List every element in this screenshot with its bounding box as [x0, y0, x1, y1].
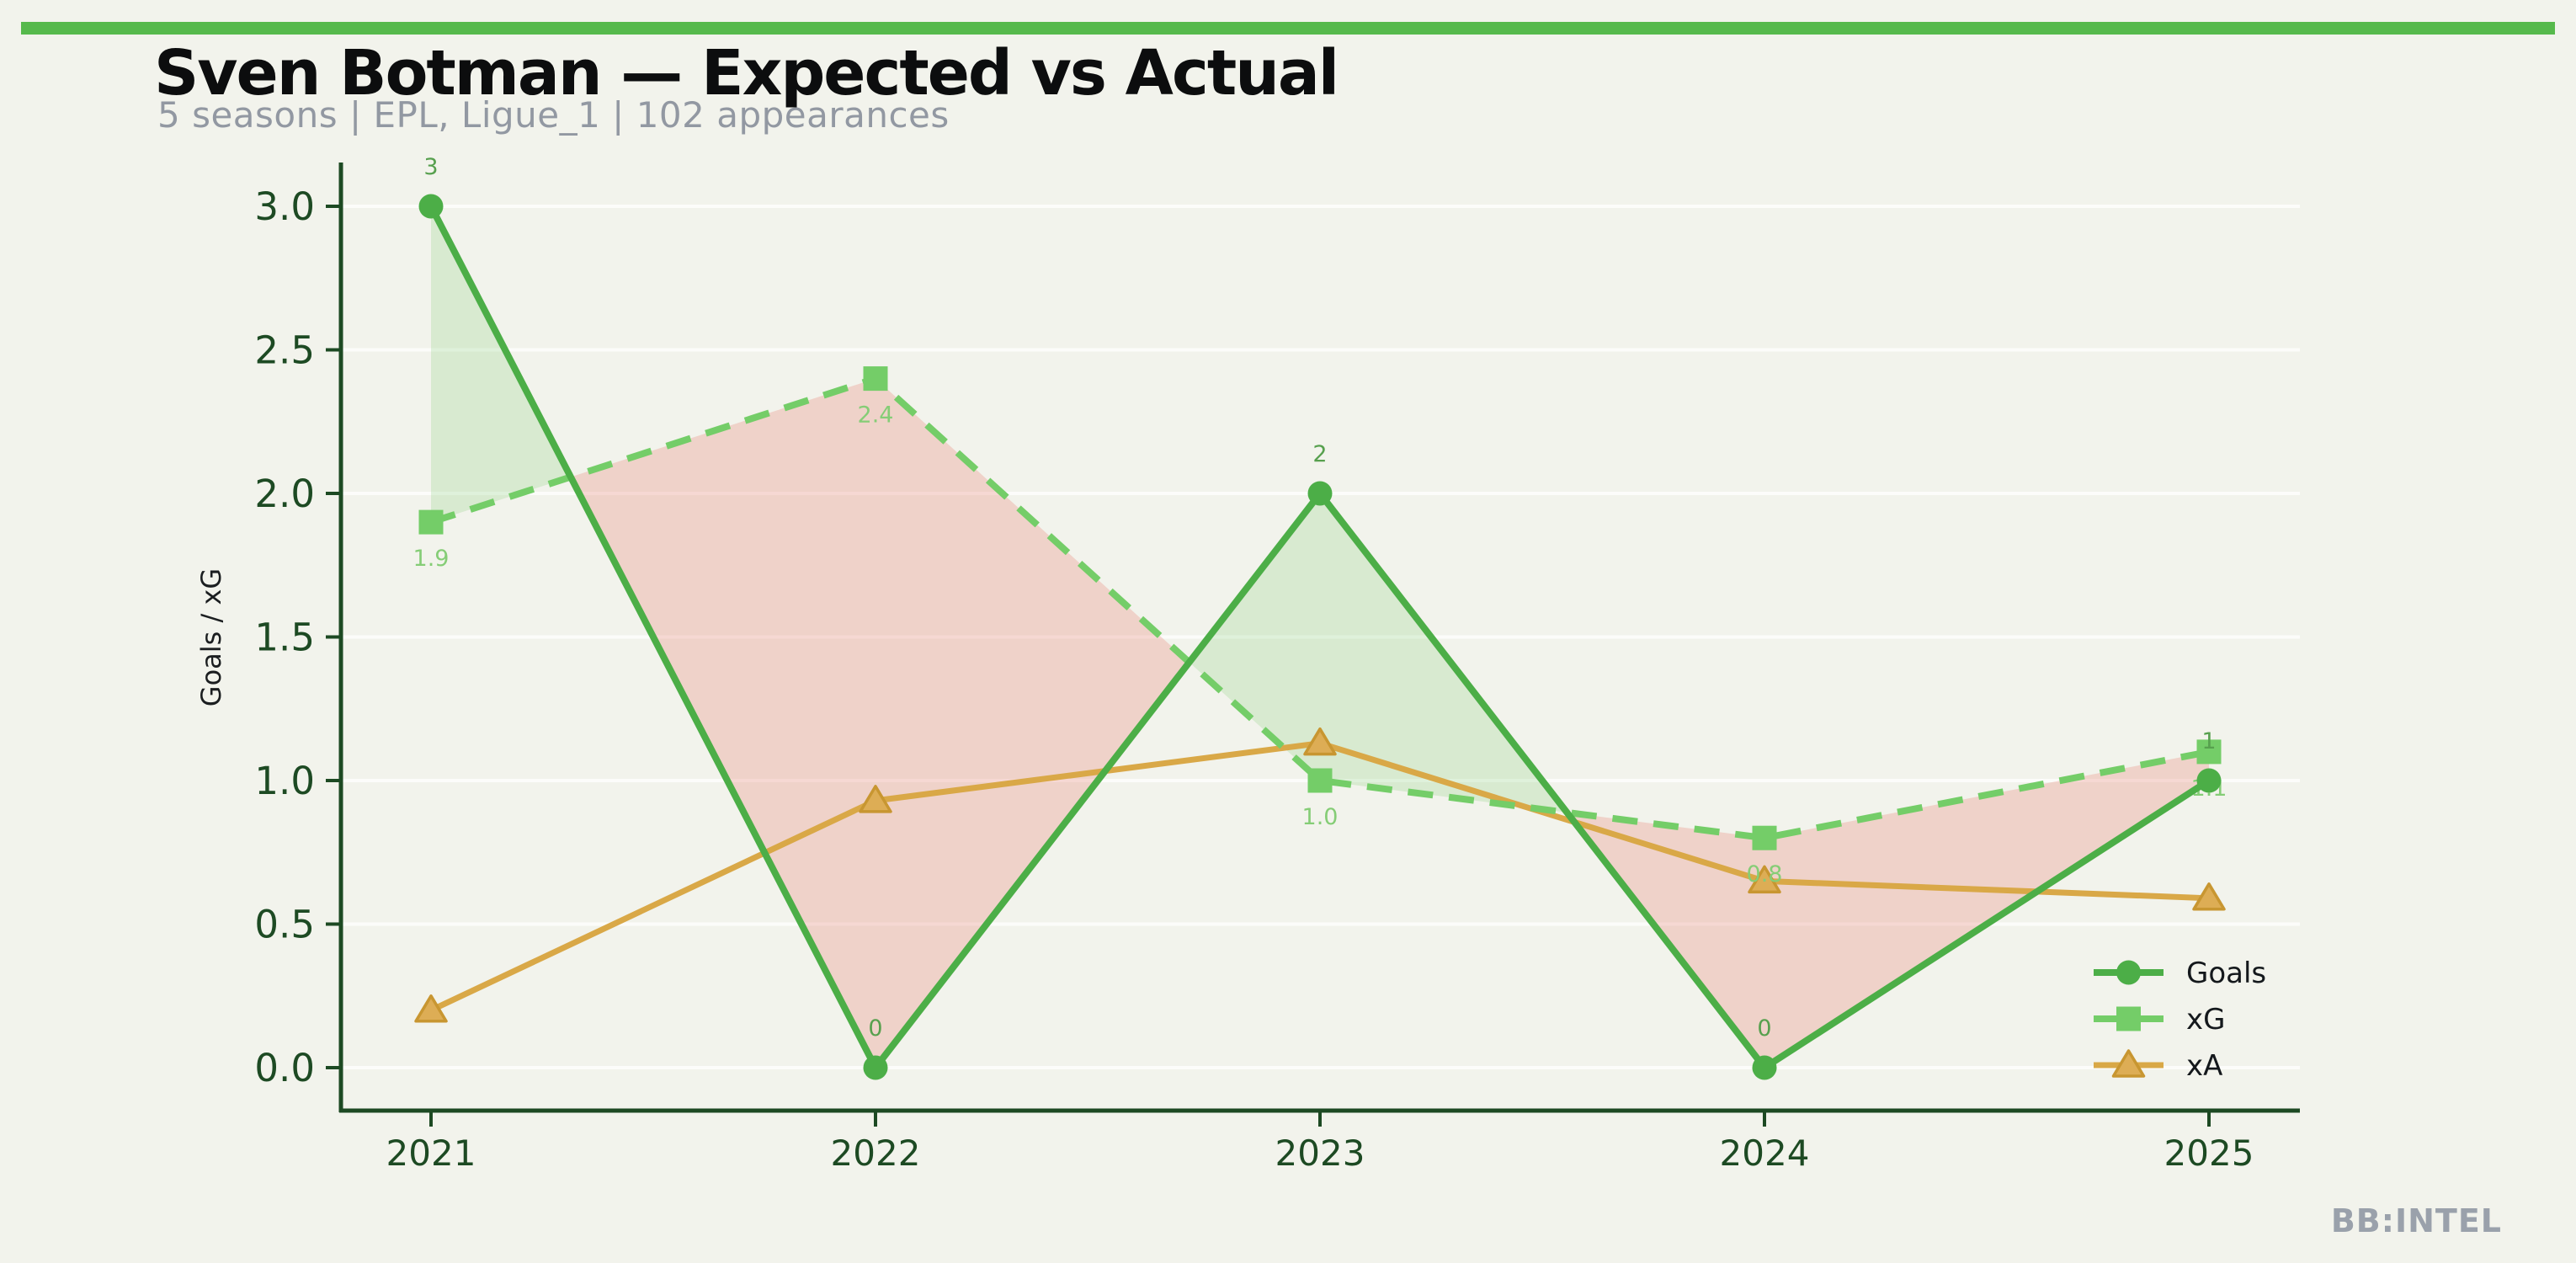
- legend: Goals xG xA: [2094, 957, 2266, 1083]
- goals-value-label: 2: [1312, 441, 1327, 467]
- page-subtitle: 5 seasons | EPL, Ligue_1 | 102 appearanc…: [157, 94, 950, 136]
- y-tick-label: 2.5: [254, 328, 315, 373]
- xa-legend-marker-icon: [2111, 1049, 2146, 1078]
- xg-legend-marker-icon: [2116, 1006, 2141, 1031]
- legend-label: xG: [2186, 1003, 2225, 1037]
- underperform-fill: [876, 378, 1190, 1068]
- underperform-fill: [1764, 751, 2209, 1068]
- goals-marker-icon: [863, 1055, 888, 1080]
- xa-marker-icon: [859, 785, 892, 813]
- xg-marker-icon: [1307, 768, 1333, 793]
- goals-marker-icon: [418, 194, 444, 219]
- legend-item-xg: xG: [2094, 1003, 2225, 1037]
- goals-value-label: 1: [2201, 728, 2216, 754]
- xa-marker-icon: [414, 994, 448, 1023]
- series-xg: 1.92.41.00.81.1: [413, 366, 2227, 887]
- overperform-fill: [431, 206, 571, 523]
- goals-value-label: 3: [423, 154, 438, 180]
- xg-marker-icon: [863, 366, 888, 392]
- goals-value-label: 0: [1757, 1015, 1771, 1042]
- xg-line: [429, 375, 2210, 842]
- goals-value-label: 0: [868, 1015, 882, 1042]
- goals-marker-icon: [1752, 1055, 1777, 1080]
- xg-value-label: 2.4: [858, 402, 894, 429]
- x-tick-label: 2024: [1720, 1132, 1810, 1174]
- x-tick-label: 2023: [1275, 1132, 1365, 1174]
- xg-marker-icon: [1752, 825, 1777, 850]
- watermark: BB:INTEL: [2330, 1202, 2502, 1239]
- y-axis-title: Goals / xG: [195, 568, 227, 706]
- legend-label: Goals: [2186, 957, 2266, 990]
- y-tick-label: 1.5: [254, 616, 315, 660]
- page-title: Sven Botman — Expected vs Actual: [154, 37, 1339, 109]
- y-tick-label: 0.5: [254, 903, 315, 947]
- y-tick-label: 3.0: [254, 184, 315, 229]
- x-tick-label: 2022: [831, 1132, 921, 1174]
- underperform-fill: [570, 378, 876, 1068]
- xg-marker-icon: [2196, 739, 2222, 765]
- goals-legend-marker-icon: [2116, 960, 2141, 985]
- overperform-fill: [1189, 493, 1320, 781]
- goals-marker-icon: [1307, 481, 1333, 506]
- xa-marker-icon: [1303, 727, 1337, 756]
- legend-item-xa: xA: [2094, 1049, 2222, 1083]
- y-tick-label: 2.0: [254, 472, 315, 516]
- series-goals: 3 0 2 0 1: [418, 154, 2222, 1080]
- x-tick-label: 2021: [386, 1132, 476, 1174]
- xg-marker-icon: [418, 509, 444, 535]
- y-tick-label: 1.0: [254, 759, 315, 803]
- xa-marker-icon: [2192, 882, 2226, 911]
- series-xa: [414, 727, 2226, 1023]
- accent-bar: [21, 22, 2555, 35]
- xg-value-label: 1.0: [1302, 804, 1339, 830]
- x-tick-label: 2025: [2164, 1132, 2254, 1174]
- y-tick-label: 0.0: [254, 1046, 315, 1090]
- xg-value-label: 1.9: [413, 546, 450, 572]
- legend-item-goals: Goals: [2094, 957, 2266, 990]
- legend-label: xA: [2186, 1049, 2222, 1083]
- xg-value-label: 0.8: [1747, 861, 1783, 887]
- goals-marker-icon: [2196, 768, 2222, 793]
- xa-marker-icon: [1748, 865, 1781, 894]
